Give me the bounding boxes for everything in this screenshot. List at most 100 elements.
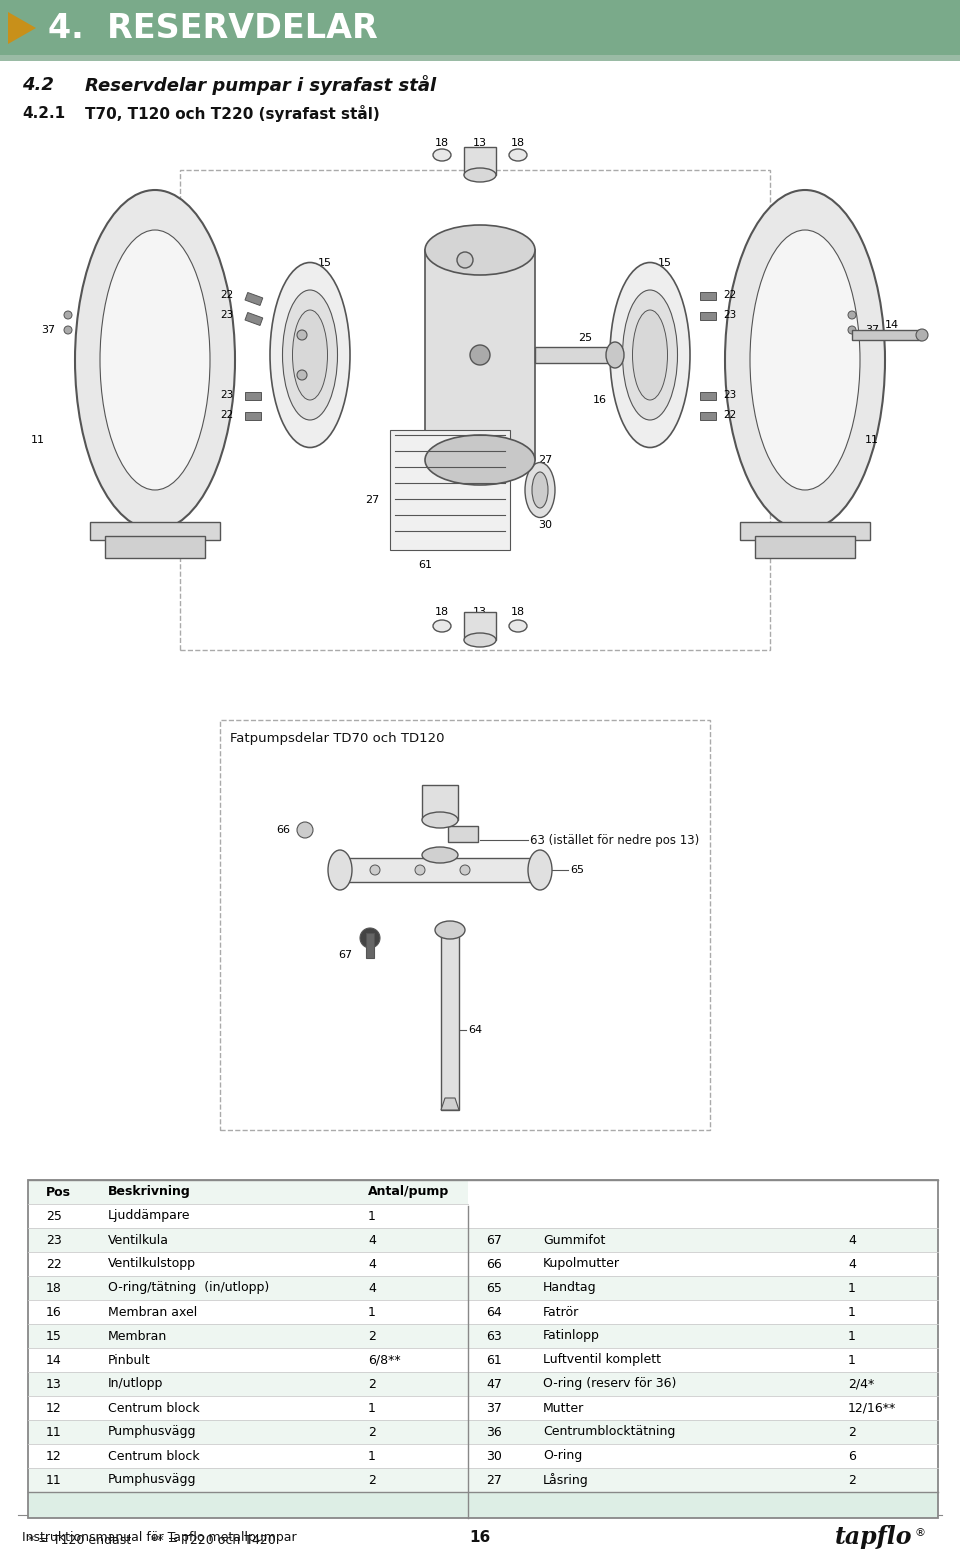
Bar — [0, 0, 960, 56]
Text: ®: ® — [914, 1527, 925, 1538]
Text: 18: 18 — [511, 607, 525, 617]
Bar — [464, 612, 496, 640]
Text: Centrum block: Centrum block — [108, 1402, 200, 1414]
Text: Fatrör: Fatrör — [543, 1306, 579, 1318]
Text: Pinbult: Pinbult — [108, 1354, 151, 1366]
Text: Fatinlopp: Fatinlopp — [543, 1329, 600, 1343]
Bar — [28, 1228, 468, 1252]
Text: Luftventil komplett: Luftventil komplett — [543, 1354, 661, 1366]
Bar — [390, 431, 510, 550]
Bar — [700, 293, 716, 301]
Bar — [700, 412, 716, 420]
Text: In/utlopp: In/utlopp — [108, 1377, 163, 1391]
Text: Ljuddämpare: Ljuddämpare — [108, 1210, 190, 1222]
Circle shape — [370, 864, 380, 875]
Ellipse shape — [509, 620, 527, 632]
Ellipse shape — [750, 229, 860, 489]
Bar — [245, 392, 261, 400]
Bar — [245, 313, 263, 325]
Text: 37: 37 — [486, 1402, 502, 1414]
Circle shape — [460, 864, 470, 875]
Text: 1: 1 — [848, 1354, 856, 1366]
Text: Pumphusvägg: Pumphusvägg — [108, 1425, 197, 1439]
Text: 65: 65 — [570, 864, 584, 875]
Text: 22: 22 — [221, 410, 233, 420]
Circle shape — [360, 928, 380, 948]
Bar — [425, 249, 535, 460]
Ellipse shape — [433, 149, 451, 161]
Text: 18: 18 — [435, 607, 449, 617]
Text: 16: 16 — [46, 1306, 61, 1318]
Text: 16: 16 — [593, 395, 607, 404]
Ellipse shape — [622, 290, 678, 420]
Bar — [740, 522, 870, 541]
Text: 63 (istället för nedre pos 13): 63 (istället för nedre pos 13) — [530, 833, 699, 846]
Text: 64: 64 — [468, 1025, 482, 1035]
Bar — [448, 826, 478, 843]
Text: 25: 25 — [46, 1210, 61, 1222]
Bar — [464, 147, 496, 175]
Text: 22: 22 — [724, 410, 736, 420]
Bar — [28, 1372, 468, 1396]
Text: Ventilkulstopp: Ventilkulstopp — [108, 1258, 196, 1270]
Circle shape — [470, 345, 490, 366]
Text: 65: 65 — [486, 1281, 502, 1295]
Bar — [0, 56, 960, 60]
Ellipse shape — [328, 850, 352, 891]
Text: 11: 11 — [865, 435, 879, 445]
Text: T70, T120 och T220 (syrafast stål): T70, T120 och T220 (syrafast stål) — [85, 104, 380, 121]
Text: 6/8**: 6/8** — [368, 1354, 400, 1366]
Text: Pumphusvägg: Pumphusvägg — [108, 1473, 197, 1487]
Bar — [700, 311, 716, 321]
Text: 47: 47 — [486, 1377, 502, 1391]
Text: * = T120 endast     ** = T220 och T420: * = T120 endast ** = T220 och T420 — [28, 1534, 276, 1546]
Text: Beskrivning: Beskrivning — [108, 1498, 197, 1512]
Circle shape — [848, 311, 856, 319]
Text: 2: 2 — [368, 1329, 376, 1343]
Text: 23: 23 — [724, 310, 736, 321]
Text: Kupolmutter: Kupolmutter — [543, 1258, 620, 1270]
Text: 30: 30 — [538, 520, 552, 530]
Ellipse shape — [532, 472, 548, 508]
Text: 64: 64 — [486, 1306, 502, 1318]
Text: 12: 12 — [46, 1402, 61, 1414]
Text: 66: 66 — [486, 1258, 502, 1270]
Text: O-ring: O-ring — [543, 1450, 583, 1462]
Text: Låsring: Låsring — [543, 1473, 588, 1487]
Text: Centrumblocktätning: Centrumblocktätning — [543, 1425, 676, 1439]
Bar — [852, 330, 922, 339]
Bar — [441, 929, 459, 1111]
Text: Mutter: Mutter — [543, 1402, 585, 1414]
Circle shape — [64, 325, 72, 335]
Text: Ventilkula: Ventilkula — [108, 1233, 169, 1247]
Circle shape — [297, 823, 313, 838]
Text: 22: 22 — [46, 1258, 61, 1270]
Text: 30: 30 — [486, 1450, 502, 1462]
Text: 18: 18 — [435, 138, 449, 149]
Bar — [468, 1276, 938, 1300]
Text: 4.2: 4.2 — [22, 76, 54, 94]
Circle shape — [916, 328, 928, 341]
Ellipse shape — [464, 167, 496, 181]
Text: 6: 6 — [848, 1450, 856, 1462]
Ellipse shape — [606, 342, 624, 369]
Text: 4.2.1: 4.2.1 — [22, 105, 65, 121]
Text: 23: 23 — [221, 310, 233, 321]
Bar — [220, 720, 710, 1131]
Ellipse shape — [464, 634, 496, 647]
Text: 27: 27 — [486, 1473, 502, 1487]
Ellipse shape — [425, 225, 535, 276]
Text: 1: 1 — [848, 1281, 856, 1295]
Ellipse shape — [293, 310, 327, 400]
Text: 2: 2 — [848, 1473, 856, 1487]
Text: 23: 23 — [724, 390, 736, 400]
Text: 61: 61 — [486, 1354, 502, 1366]
Text: 15: 15 — [658, 259, 672, 268]
Bar — [28, 1324, 468, 1348]
Text: Antal/pump: Antal/pump — [368, 1498, 455, 1512]
Text: 36: 36 — [486, 1425, 502, 1439]
Bar — [468, 1372, 938, 1396]
Text: 1: 1 — [368, 1306, 376, 1318]
Ellipse shape — [509, 149, 527, 161]
Circle shape — [297, 370, 307, 380]
